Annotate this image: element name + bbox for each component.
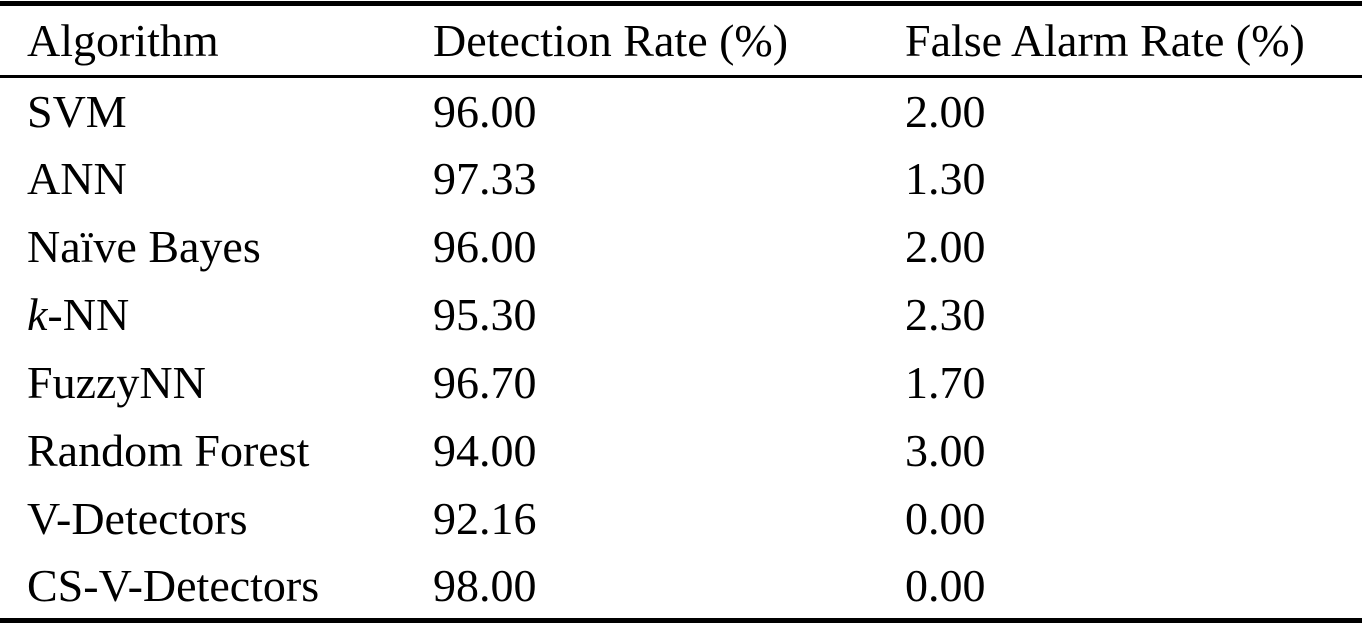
false-alarm-rate-cell: 2.00 xyxy=(905,85,986,137)
algorithm-cell: ANN xyxy=(0,145,433,213)
detection-rate-cell: 94.00 xyxy=(433,425,537,476)
detection-rate-cell: 95.30 xyxy=(433,289,537,340)
algorithm-name: -NN xyxy=(47,289,130,340)
table-row: V-Detectors 92.16 0.00 xyxy=(0,485,1362,553)
table-row: CS-V-Detectors 98.00 0.00 xyxy=(0,553,1362,621)
detection-rate-cell: 92.16 xyxy=(433,493,537,544)
algorithm-cell: Naïve Bayes xyxy=(0,213,433,281)
table-header: Algorithm Detection Rate (%) False Alarm… xyxy=(0,4,1362,77)
algorithm-name: ANN xyxy=(27,153,127,204)
table-row: Random Forest 94.00 3.00 xyxy=(0,417,1362,485)
column-header-false-alarm-rate: False Alarm Rate (%) xyxy=(905,15,1305,66)
algorithm-cell: Random Forest xyxy=(0,417,433,485)
algorithm-cell: SVM xyxy=(0,77,433,145)
false-alarm-rate-cell: 0.00 xyxy=(905,559,986,611)
algorithm-cell: CS-V-Detectors xyxy=(0,553,433,621)
false-alarm-rate-cell: 2.00 xyxy=(905,221,986,272)
detection-rate-cell: 96.70 xyxy=(433,357,537,408)
algorithm-name: Naïve Bayes xyxy=(27,221,261,272)
algorithm-name: FuzzyNN xyxy=(27,357,206,408)
detection-rate-cell: 98.00 xyxy=(433,559,537,611)
false-alarm-rate-cell: 0.00 xyxy=(905,493,986,544)
table-row: FuzzyNN 96.70 1.70 xyxy=(0,349,1362,417)
detection-rate-cell: 97.33 xyxy=(433,153,537,204)
algorithm-cell: k-NN xyxy=(0,281,433,349)
column-header-algorithm: Algorithm xyxy=(27,15,219,66)
false-alarm-rate-cell: 2.30 xyxy=(905,289,986,340)
table-body: SVM 96.00 2.00 ANN 97.33 1.30 Naïve Baye… xyxy=(0,77,1362,621)
table-row: k-NN 95.30 2.30 xyxy=(0,281,1362,349)
algorithm-italic-part: k xyxy=(27,289,48,340)
table-row: SVM 96.00 2.00 xyxy=(0,77,1362,145)
algorithm-cell: V-Detectors xyxy=(0,485,433,553)
false-alarm-rate-cell: 3.00 xyxy=(905,425,986,476)
false-alarm-rate-cell: 1.30 xyxy=(905,153,986,204)
algorithm-name: SVM xyxy=(27,85,127,137)
header-row: Algorithm Detection Rate (%) False Alarm… xyxy=(0,4,1362,77)
algorithm-cell: FuzzyNN xyxy=(0,349,433,417)
false-alarm-rate-cell: 1.70 xyxy=(905,357,986,408)
detection-rate-cell: 96.00 xyxy=(433,85,537,137)
results-table: Algorithm Detection Rate (%) False Alarm… xyxy=(0,1,1362,623)
algorithm-name: V-Detectors xyxy=(27,493,248,544)
algorithm-name: CS-V-Detectors xyxy=(27,559,320,611)
table-row: ANN 97.33 1.30 xyxy=(0,145,1362,213)
detection-rate-cell: 96.00 xyxy=(433,221,537,272)
column-header-detection-rate: Detection Rate (%) xyxy=(433,15,789,66)
algorithm-name: Random Forest xyxy=(27,425,310,476)
table-row: Naïve Bayes 96.00 2.00 xyxy=(0,213,1362,281)
